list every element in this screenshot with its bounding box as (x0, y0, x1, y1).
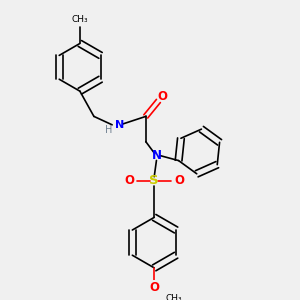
Text: N: N (152, 149, 162, 162)
Text: O: O (149, 281, 159, 294)
Text: S: S (149, 174, 159, 188)
Text: CH₃: CH₃ (72, 15, 88, 24)
Text: H: H (105, 124, 112, 135)
Text: CH₃: CH₃ (166, 294, 182, 300)
Text: O: O (124, 174, 134, 188)
Text: O: O (175, 174, 184, 188)
Text: O: O (158, 90, 168, 103)
Text: N: N (115, 120, 124, 130)
